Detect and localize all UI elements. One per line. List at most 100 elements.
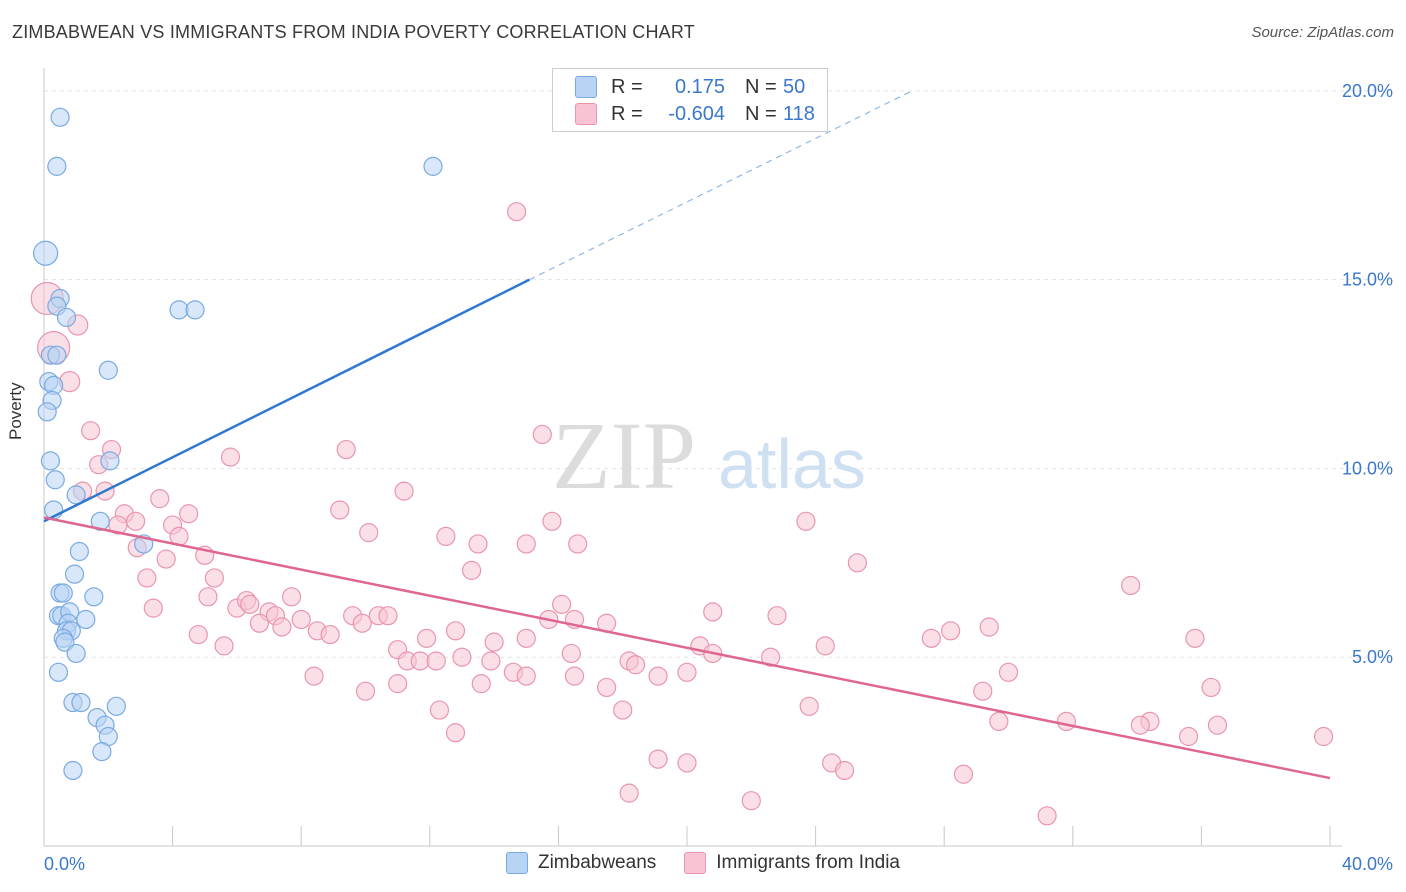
legend-swatch-zimbabwean — [575, 76, 597, 98]
india-point — [204, 568, 224, 588]
zimbabwean-trend-line — [43, 278, 531, 523]
legend-swatch-india — [684, 852, 707, 874]
india-point — [507, 202, 527, 222]
zimbabwean-point — [47, 345, 67, 365]
india-point — [426, 651, 446, 671]
india-point — [445, 723, 466, 743]
india-point — [359, 523, 379, 543]
india-point — [484, 632, 504, 652]
y-tick-label: 5.0% — [1352, 647, 1393, 667]
legend-swatch-zimbabweans — [505, 852, 528, 874]
india-point — [59, 371, 81, 393]
india-point — [973, 681, 993, 701]
india-point — [677, 753, 697, 773]
gridlines — [44, 90, 1390, 658]
tick-labels: 5.0% 10.0% 15.0% 20.0% 0.0% 40.0% — [44, 81, 1393, 874]
x-tick-label: 40.0% — [1342, 854, 1393, 874]
india-point — [1056, 711, 1076, 732]
india-point — [352, 613, 372, 633]
legend-r-value: -0.604 — [668, 102, 725, 125]
legend-row-india: R = -0.604 N = 118 — [575, 101, 815, 127]
india-point — [953, 764, 974, 784]
y-tick-label: 10.0% — [1342, 458, 1393, 478]
india-point — [998, 662, 1019, 682]
india-point — [619, 783, 639, 803]
india-point — [625, 655, 646, 675]
legend-r-value: 0.175 — [674, 75, 725, 98]
india-point — [394, 481, 414, 501]
india-point — [1037, 806, 1057, 826]
zimbabwean-point — [48, 662, 69, 682]
india-point — [1121, 575, 1141, 596]
india-point — [452, 647, 472, 667]
zimbabwean-point — [84, 587, 104, 607]
legend-n-label: N = — [745, 102, 777, 125]
india-point — [291, 609, 311, 630]
india-trend-line — [43, 516, 1331, 780]
india-point — [648, 666, 668, 686]
zimbabwean-point — [50, 107, 70, 127]
india-point — [532, 424, 552, 445]
india-point — [648, 749, 668, 769]
legend-n-label: N = — [745, 75, 777, 98]
india-point — [1185, 628, 1205, 648]
series-legend: Zimbabweans Immigrants from India — [0, 852, 1406, 874]
y-tick-label: 20.0% — [1342, 81, 1393, 101]
india-point — [410, 651, 430, 671]
source-label: Source: ZipAtlas.com — [1251, 24, 1394, 41]
india-point — [481, 651, 501, 671]
india-point — [336, 439, 356, 460]
zimbabwean-point — [106, 696, 126, 716]
india-point — [198, 587, 218, 607]
india-point — [799, 696, 819, 716]
india-point — [1313, 726, 1334, 747]
india-point — [471, 674, 491, 694]
zimbabwean-point — [40, 451, 61, 471]
india-point — [1207, 715, 1228, 735]
india-point — [240, 594, 260, 614]
india-point — [330, 500, 350, 520]
india-point — [461, 560, 482, 580]
zimbabwean-point — [63, 760, 83, 781]
zimbabwean-point — [423, 156, 443, 176]
legend-row-zimbabwean: R = 0.175 N = 50 — [575, 74, 805, 100]
india-point — [220, 447, 241, 467]
zimbabwean-point — [92, 742, 112, 762]
series-india-points — [30, 202, 1334, 826]
trend-lines — [43, 90, 1331, 780]
zimbabwean-point — [169, 300, 189, 320]
legend-label-zimbabweans: Zimbabweans — [537, 852, 657, 873]
india-point — [137, 568, 157, 588]
india-point — [516, 666, 536, 686]
zimbabwean-point — [100, 451, 120, 471]
india-point — [304, 666, 324, 686]
zimbabwean-point — [69, 541, 89, 562]
india-point — [81, 421, 101, 441]
india-point — [760, 647, 781, 667]
india-point — [429, 700, 450, 720]
india-point — [126, 511, 146, 531]
india-point — [272, 617, 292, 637]
zimbabwean-point — [56, 307, 77, 328]
india-point — [143, 598, 163, 618]
zimbabwean-point — [37, 402, 57, 422]
india-point — [552, 594, 572, 614]
india-point — [847, 553, 867, 573]
correlation-legend: R = 0.175 N = 50 R = -0.604 N = 118 — [552, 68, 828, 132]
india-point — [214, 636, 234, 656]
india-point — [941, 621, 961, 641]
india-point — [436, 526, 456, 547]
legend-r-label: R = — [611, 102, 643, 125]
india-point — [320, 624, 340, 645]
zimbabwean-point — [90, 511, 110, 531]
y-tick-label: 15.0% — [1342, 270, 1393, 290]
zimbabwean-point — [33, 240, 59, 266]
india-point — [1130, 715, 1150, 735]
legend-item-zimbabweans: Zimbabweans — [505, 852, 657, 874]
india-point — [677, 662, 697, 682]
zimbabwean-point — [64, 564, 85, 584]
india-point — [179, 504, 199, 524]
watermark: ZIP atlas — [552, 402, 866, 509]
india-point — [468, 534, 488, 554]
